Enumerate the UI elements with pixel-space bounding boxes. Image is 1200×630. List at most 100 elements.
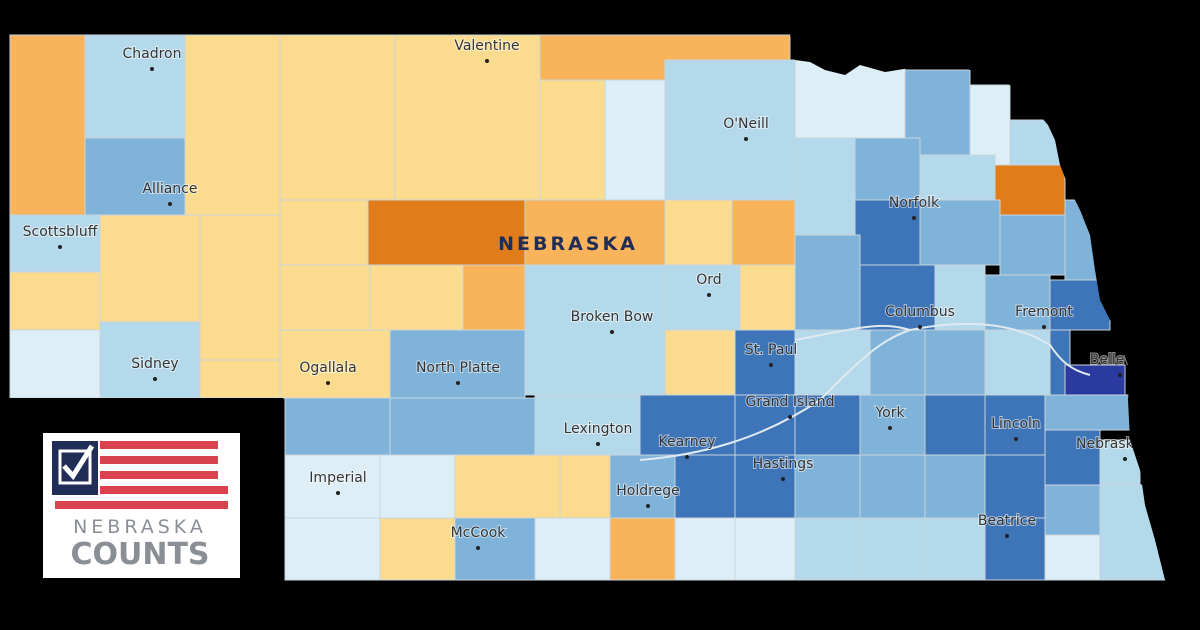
state-border-mask bbox=[970, 60, 1200, 580]
county bbox=[854, 137, 921, 201]
county bbox=[664, 329, 736, 396]
city-label: York bbox=[874, 405, 905, 421]
county bbox=[924, 394, 986, 456]
flag-stripe bbox=[100, 441, 218, 449]
county bbox=[389, 397, 536, 456]
county bbox=[794, 59, 906, 139]
flag-stripe bbox=[100, 471, 218, 479]
county bbox=[664, 264, 741, 331]
city-label: Ogallala bbox=[299, 360, 356, 376]
county bbox=[199, 359, 281, 399]
city-label: Imperial bbox=[309, 470, 366, 486]
county bbox=[524, 264, 666, 396]
county bbox=[859, 394, 926, 456]
county bbox=[734, 329, 796, 396]
county bbox=[284, 454, 381, 519]
county bbox=[394, 34, 541, 201]
county bbox=[284, 397, 391, 456]
county bbox=[739, 264, 796, 331]
city-label: Ord bbox=[696, 272, 721, 288]
flag-stripe bbox=[100, 456, 218, 464]
county bbox=[524, 199, 666, 266]
city-dot bbox=[788, 415, 792, 419]
logo-check-frame bbox=[58, 449, 92, 485]
county bbox=[1044, 394, 1136, 431]
county bbox=[999, 214, 1066, 276]
county bbox=[794, 454, 861, 519]
county bbox=[279, 329, 391, 399]
city-dot bbox=[58, 245, 62, 249]
county bbox=[284, 517, 381, 581]
county bbox=[869, 329, 926, 396]
county bbox=[1044, 534, 1101, 581]
county bbox=[984, 454, 1046, 519]
county bbox=[1044, 484, 1101, 536]
county bbox=[994, 164, 1066, 216]
county bbox=[379, 517, 456, 581]
county bbox=[859, 454, 926, 519]
city-label: North Platte bbox=[416, 360, 500, 376]
city-dot bbox=[912, 216, 916, 220]
county bbox=[462, 264, 526, 331]
platte-river bbox=[639, 329, 911, 461]
city-label: Grand Island bbox=[745, 394, 834, 410]
city-label: Sidney bbox=[131, 356, 178, 372]
city-dot bbox=[646, 504, 650, 508]
logo: NEBRASKA COUNTS bbox=[43, 433, 240, 578]
city-dot bbox=[1014, 437, 1018, 441]
city-dot bbox=[610, 330, 614, 334]
county bbox=[559, 454, 611, 519]
county bbox=[604, 79, 666, 201]
county bbox=[984, 394, 1046, 456]
county bbox=[639, 394, 736, 456]
logo-flag bbox=[55, 441, 228, 509]
city-dot bbox=[1118, 373, 1122, 377]
city-dot bbox=[153, 377, 157, 381]
county bbox=[924, 329, 986, 396]
county bbox=[609, 517, 676, 581]
county bbox=[794, 234, 861, 331]
city-dot bbox=[456, 381, 460, 385]
county bbox=[99, 321, 201, 399]
county bbox=[84, 137, 186, 216]
county bbox=[731, 199, 796, 266]
city-dot bbox=[336, 491, 340, 495]
city-dot bbox=[150, 67, 154, 71]
county bbox=[859, 517, 926, 581]
county bbox=[924, 454, 986, 519]
city-dot bbox=[918, 325, 922, 329]
city-label: Hastings bbox=[753, 456, 814, 472]
city-dot bbox=[744, 137, 748, 141]
county bbox=[279, 264, 371, 331]
city-dot bbox=[888, 426, 892, 430]
county bbox=[84, 34, 186, 139]
city-label: O'Neill bbox=[723, 116, 769, 132]
flag-stripe bbox=[55, 501, 228, 509]
flag-stripe bbox=[100, 486, 228, 494]
county bbox=[534, 394, 641, 456]
county bbox=[919, 154, 996, 201]
county bbox=[859, 264, 936, 331]
city-label: Scottsbluff bbox=[23, 224, 98, 240]
city-label: Norfolk bbox=[889, 195, 940, 211]
city-label: Chadron bbox=[122, 46, 181, 62]
city-label: Beatrice bbox=[978, 513, 1036, 529]
platte-river bbox=[794, 322, 1091, 376]
city-label: Broken Bow bbox=[571, 309, 654, 325]
state-label: NEBRASKA bbox=[498, 233, 638, 255]
city-label: Alliance bbox=[142, 181, 197, 197]
county bbox=[367, 199, 526, 266]
county bbox=[984, 517, 1046, 581]
county bbox=[9, 329, 101, 399]
city-dot bbox=[596, 442, 600, 446]
labels: NEBRASKA Chadron Valentine O'Neill Alliance N… bbox=[22, 37, 1175, 550]
county bbox=[389, 329, 526, 399]
city-label: Holdrege bbox=[616, 483, 679, 499]
county bbox=[1044, 429, 1101, 486]
county bbox=[794, 394, 861, 456]
county bbox=[279, 199, 369, 266]
county bbox=[734, 454, 796, 519]
city-label: St. Paul bbox=[745, 342, 797, 358]
